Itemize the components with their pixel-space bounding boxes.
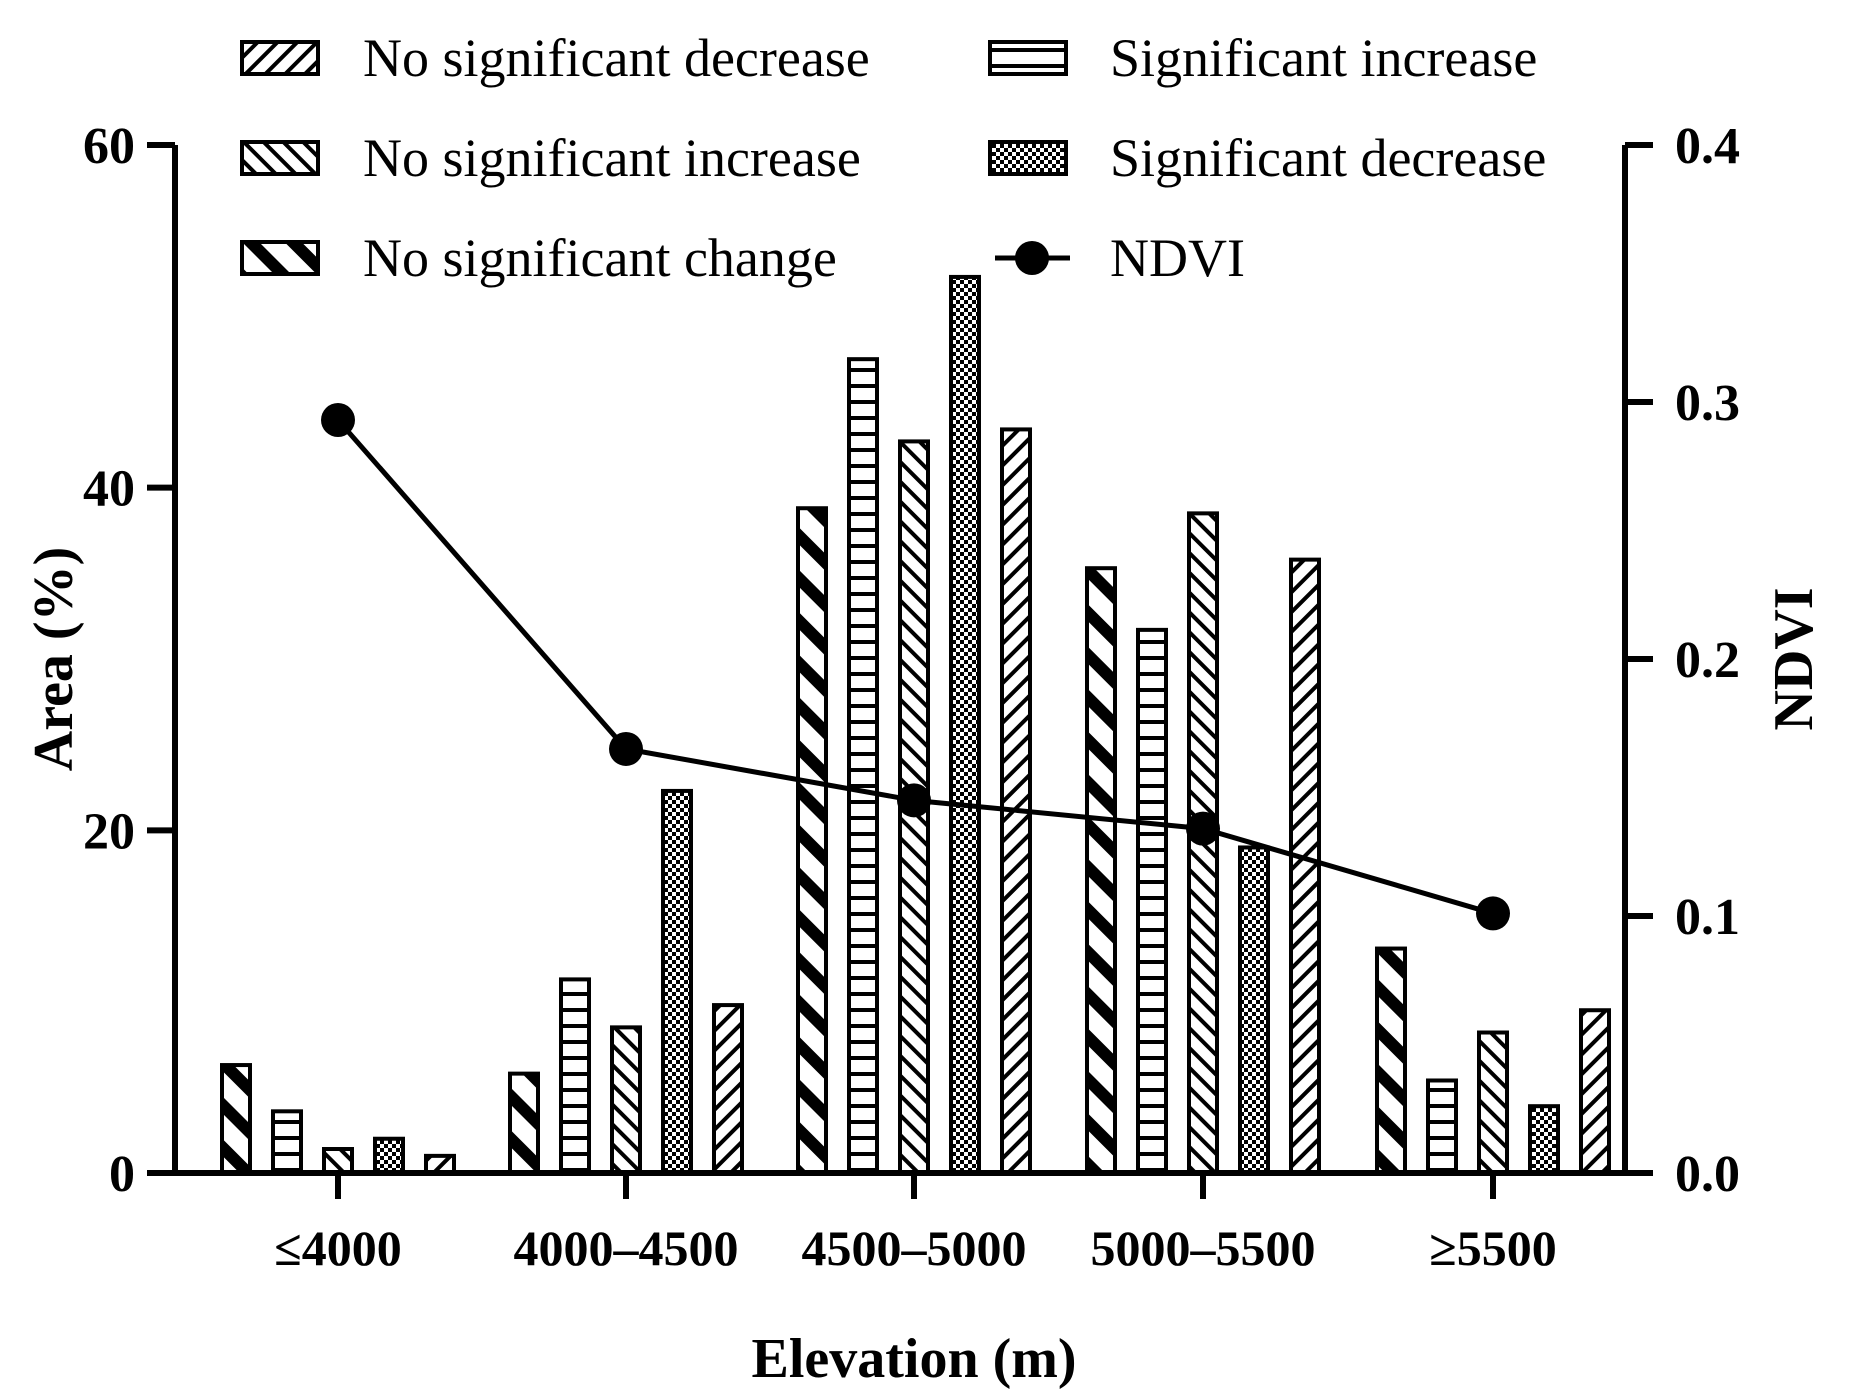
- bar: [373, 1136, 405, 1175]
- bar: [949, 274, 981, 1175]
- y-tick-label: 0: [109, 1146, 135, 1203]
- bar: [796, 506, 828, 1175]
- bar: [712, 1003, 744, 1175]
- y-tick-label: 20: [83, 803, 135, 860]
- y-tick-label: 60: [83, 118, 135, 175]
- x-tick-label: ≥5500: [1429, 1220, 1556, 1276]
- y-tick-label: 40: [83, 461, 135, 518]
- ndvi-point: [609, 731, 643, 766]
- y2-tick-label: 0.2: [1675, 632, 1740, 689]
- bar: [1136, 627, 1168, 1175]
- ndvi-line-series: [321, 402, 1510, 931]
- bar: [1375, 946, 1407, 1176]
- bar: [1000, 427, 1032, 1175]
- bars: [220, 274, 1611, 1176]
- y2-axis-title: NDVI: [1763, 587, 1825, 730]
- x-tick-label: 5000–5500: [1091, 1220, 1316, 1276]
- legend-label: Significant increase: [1110, 28, 1537, 88]
- legend-swatch: [240, 40, 320, 76]
- x-axis-title: Elevation (m): [751, 1328, 1076, 1390]
- legend-swatch: [240, 240, 320, 276]
- ticks: 0 20 40 60 0.0 0.1 0.2 0.3 0.4 ≤4000 4000–4500 4500…: [83, 118, 1740, 1276]
- bar: [1477, 1030, 1509, 1176]
- legend-swatch: [988, 40, 1068, 76]
- legend-label: NDVI: [1110, 228, 1245, 288]
- x-tick-label: 4500–5000: [802, 1220, 1027, 1276]
- bar: [610, 1025, 642, 1176]
- x-tick-label: ≤4000: [274, 1220, 401, 1276]
- legend-swatch: [240, 140, 320, 176]
- y2-tick-label: 0.0: [1675, 1146, 1740, 1203]
- bar: [322, 1147, 354, 1175]
- ndvi-point: [897, 783, 931, 818]
- bar: [1426, 1078, 1458, 1175]
- bar: [1085, 566, 1117, 1175]
- legend-label: No significant change: [363, 228, 837, 288]
- bar: [661, 788, 693, 1176]
- legend-swatch: [988, 140, 1068, 176]
- bar: [559, 977, 591, 1175]
- legend-marker-swatch: [1015, 241, 1049, 275]
- bar: [508, 1071, 540, 1176]
- legend-label: No significant decrease: [363, 28, 870, 88]
- y2-tick-label: 0.3: [1675, 375, 1740, 432]
- y-axis-title: Area (%): [23, 547, 85, 771]
- ndvi-point: [1186, 811, 1220, 846]
- legend-label: Significant decrease: [1110, 128, 1546, 188]
- ndvi-point: [321, 402, 355, 437]
- y2-tick-label: 0.4: [1675, 118, 1740, 175]
- bar: [1528, 1104, 1560, 1176]
- legend: No significant decrease Significant incre…: [240, 28, 1546, 288]
- x-tick-label: 4000–4500: [514, 1220, 739, 1276]
- bar: [1579, 1008, 1611, 1175]
- bar: [220, 1063, 252, 1176]
- y2-tick-label: 0.1: [1675, 889, 1740, 946]
- bar: [1238, 845, 1270, 1175]
- bar: [847, 357, 879, 1175]
- bar: [1289, 557, 1321, 1175]
- legend-label: No significant increase: [363, 128, 861, 188]
- ndvi-point: [1476, 896, 1510, 931]
- bar: [271, 1109, 303, 1175]
